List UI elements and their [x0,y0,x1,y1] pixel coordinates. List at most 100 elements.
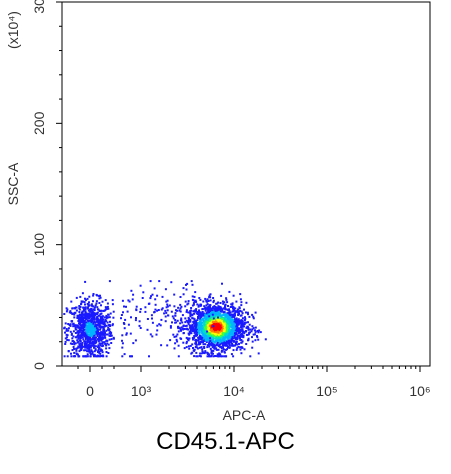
event-point [171,315,174,318]
event-point [196,303,199,306]
event-point [183,347,186,350]
event-point [195,355,198,358]
event-point [181,321,184,324]
event-point [202,330,205,333]
event-point [81,315,84,318]
event-point [98,338,101,341]
event-point [216,308,219,311]
event-point [193,318,196,321]
event-point [72,355,75,358]
event-point [238,334,241,337]
event-point [185,340,188,343]
event-point [83,340,86,343]
event-point [245,301,248,304]
event-point [213,322,216,325]
event-point [212,345,215,348]
event-point [208,311,210,314]
event-point [80,314,83,317]
event-point [189,319,192,321]
event-point [220,335,223,338]
event-point [78,307,81,310]
event-point [247,313,249,316]
event-point [83,335,86,338]
event-point [235,325,238,328]
event-point [127,299,130,302]
event-point [217,325,220,328]
event-point [215,333,218,336]
event-point [200,352,203,355]
event-point [185,283,187,286]
event-point [224,336,227,339]
event-point [241,319,243,322]
event-point [82,338,85,341]
event-point [222,336,225,339]
event-point [237,334,240,337]
event-point [80,303,82,306]
event-point [215,312,218,315]
event-point [187,345,190,348]
event-point [232,320,235,323]
event-point [104,342,107,345]
event-point [214,326,217,328]
event-point [202,312,204,315]
event-point [215,331,218,334]
event-point [164,288,167,291]
event-point [257,338,260,341]
y-axis-label: SSC-A [5,162,21,205]
event-point [220,294,223,297]
event-point [65,310,68,313]
event-point [96,317,99,320]
event-point [92,293,95,295]
event-point [214,327,217,330]
event-point [200,328,203,331]
event-point [184,325,187,328]
event-point [100,304,102,307]
event-point [242,336,245,339]
event-point [80,333,83,336]
event-point [92,340,95,343]
event-point [151,317,153,320]
event-point [235,300,238,303]
event-point [209,340,212,342]
event-point [210,344,213,347]
event-point [96,306,99,309]
event-point [174,312,177,315]
event-point [234,318,236,321]
event-point [230,338,233,340]
event-point [101,300,104,303]
event-point [92,300,94,303]
event-point [97,328,100,331]
event-point [192,338,194,341]
event-point [204,343,207,346]
event-point [169,325,172,328]
event-point [89,346,92,349]
event-point [103,331,106,334]
event-point [236,343,239,346]
event-point [123,323,126,325]
event-point [100,312,103,315]
event-point [96,335,99,337]
event-point [212,334,215,337]
event-point [233,336,236,339]
event-point [150,314,153,317]
event-point [78,314,81,317]
event-point [227,340,230,343]
event-point [213,324,216,327]
event-point [207,327,210,330]
event-point [111,303,114,306]
event-point [221,338,224,341]
event-point [218,341,221,344]
event-point [190,309,192,312]
y-tick-label: 300 [31,0,47,14]
event-point [196,311,199,313]
y-axis-ticks: 0 100 200 300 [31,0,62,370]
event-point [228,313,231,316]
event-point [225,330,228,333]
event-point [214,355,217,357]
event-point [83,328,86,331]
event-point [196,334,199,336]
event-point [85,344,88,346]
event-point [243,332,246,335]
event-point [221,282,223,285]
